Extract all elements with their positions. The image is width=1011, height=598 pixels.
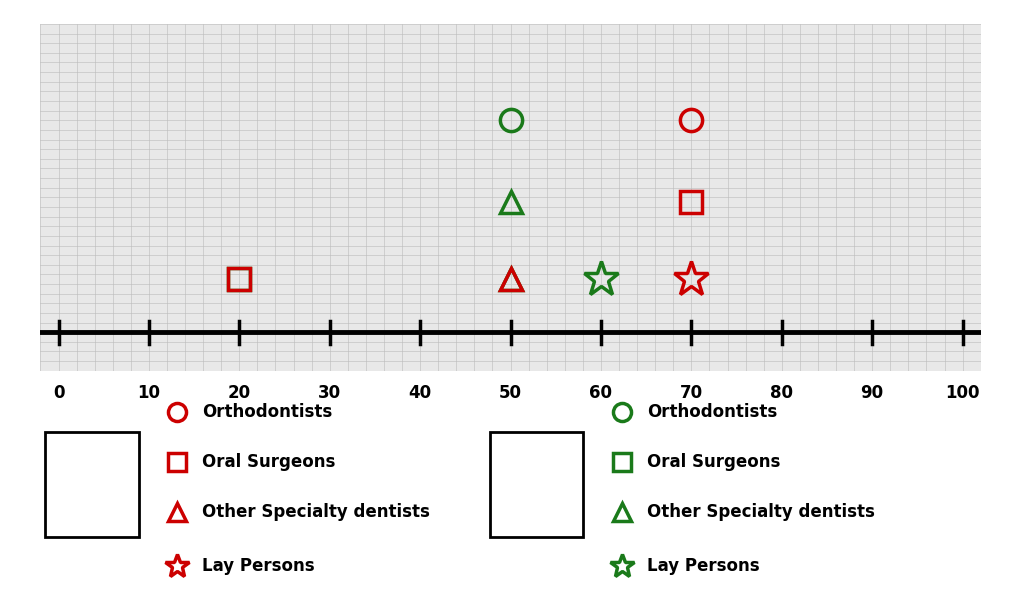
Text: Other Specialty dentists: Other Specialty dentists — [202, 503, 430, 521]
Text: Q2:: Q2: — [517, 474, 557, 495]
Text: Other Specialty dentists: Other Specialty dentists — [647, 503, 875, 521]
FancyBboxPatch shape — [45, 432, 139, 536]
Text: Orthodontists: Orthodontists — [647, 402, 777, 420]
Text: Oral Surgeons: Oral Surgeons — [202, 453, 336, 471]
Text: Lay Persons: Lay Persons — [647, 557, 759, 575]
Text: Oral Surgeons: Oral Surgeons — [647, 453, 780, 471]
FancyBboxPatch shape — [490, 432, 583, 536]
Text: Orthodontists: Orthodontists — [202, 402, 333, 420]
Text: Q1:: Q1: — [72, 474, 112, 495]
Text: Lay Persons: Lay Persons — [202, 557, 314, 575]
